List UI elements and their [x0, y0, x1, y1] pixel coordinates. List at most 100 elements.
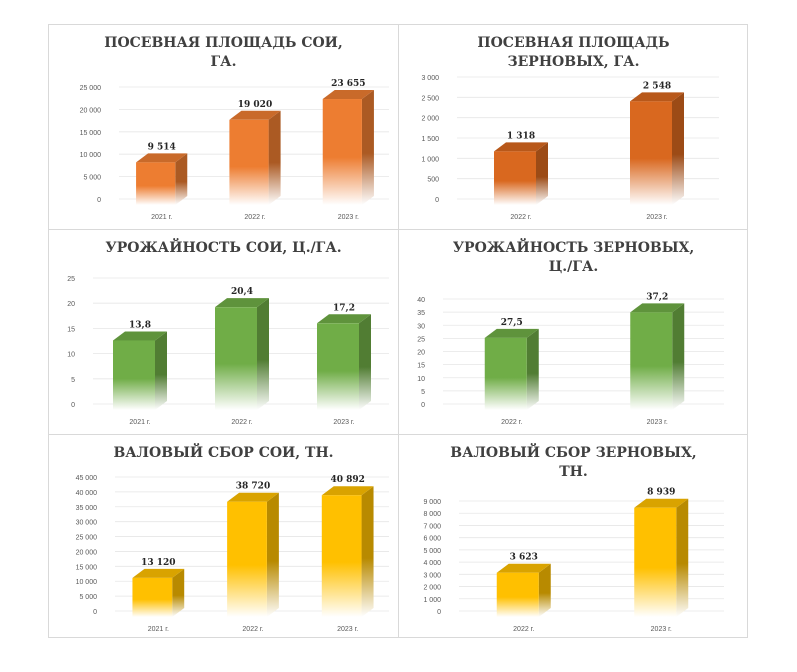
x-tick-label: 2022 г.: [244, 214, 265, 221]
data-label: 8 939: [647, 488, 675, 498]
bar-side: [538, 563, 551, 617]
y-tick-label: 5 000: [79, 594, 97, 601]
bar-top: [113, 331, 167, 341]
y-tick-label: 0: [437, 609, 441, 616]
bar-side: [266, 492, 279, 617]
data-label: 13,8: [129, 320, 151, 330]
bar: [227, 501, 267, 617]
chart-svg: ВАЛОВЫЙ СБОР СОИ, ТН. 0 5 000 10 000 15 000 2…: [76, 442, 389, 633]
x-tick-label: 2023 г.: [337, 626, 358, 633]
y-tick-label: 10: [67, 352, 75, 359]
bar: [229, 119, 269, 205]
chart-soy-gross-harvest: ВАЛОВЫЙ СБОР СОИ, ТН. 0 5 000 10 000 15 000 2…: [49, 435, 398, 639]
bar-top: [132, 568, 185, 578]
bar-side: [359, 314, 371, 410]
chart-grain-gross-harvest: ВАЛОВЫЙ СБОР ЗЕРНОВЫХ, ТН. 0 1 000 2 000 3 00…: [399, 435, 748, 639]
y-tick-label: 20: [417, 350, 425, 357]
y-tick-label: 5 000: [423, 548, 441, 555]
data-label: 40 892: [330, 475, 364, 485]
chart-svg: УРОЖАЙНОСТЬ СОИ, Ц./ГА. 0 5 10 15 20 25 13,8 202…: [67, 237, 389, 426]
y-tick-label: 2 500: [421, 95, 439, 102]
bar: [317, 323, 359, 410]
y-tick-label: 2 000: [423, 585, 441, 592]
y-tick-label: 7 000: [423, 523, 441, 530]
bar: [322, 99, 362, 205]
data-label: 13 120: [141, 558, 175, 568]
bar-side: [676, 498, 689, 617]
bar-top: [227, 492, 279, 502]
y-tick-label: 2 000: [421, 116, 439, 123]
bar-top: [317, 314, 371, 324]
y-tick-label: 9 000: [423, 499, 441, 506]
x-tick-label: 2022 г.: [510, 214, 531, 221]
data-label: 17,2: [333, 303, 355, 313]
y-tick-label: 35 000: [76, 505, 98, 512]
vertical-divider: [398, 25, 399, 637]
bar-top: [484, 328, 539, 338]
x-tick-label: 2022 г.: [513, 626, 534, 633]
x-tick-label: 2023 г.: [646, 214, 667, 221]
bar-side: [257, 298, 269, 410]
bar-top: [634, 498, 689, 508]
y-tick-label: 0: [97, 197, 101, 204]
bar: [630, 101, 672, 205]
chart-svg: ПОСЕВНАЯ ПЛОЩАДЬ ЗЕРНОВЫХ, ГА. 0 500 1 000 1 …: [421, 35, 719, 221]
y-tick-label: 15 000: [80, 130, 102, 137]
bar: [136, 162, 176, 205]
chart-title: ПОСЕВНАЯ ПЛОЩАДЬ СОИ,: [104, 35, 343, 51]
x-tick-label: 2023 г.: [647, 419, 668, 426]
bar-side: [172, 568, 185, 617]
chart-title: ТН.: [559, 464, 588, 480]
data-label: 38 720: [236, 482, 270, 492]
bar-top: [496, 563, 551, 573]
y-tick-label: 1 000: [423, 597, 441, 604]
bar: [630, 312, 673, 410]
chart-title: ГА.: [211, 54, 237, 70]
x-tick-label: 2022 г.: [501, 419, 522, 426]
data-label: 20,4: [231, 287, 253, 297]
x-tick-label: 2021 г.: [148, 626, 169, 633]
bar: [113, 340, 155, 410]
y-tick-label: 0: [71, 402, 75, 409]
y-tick-label: 10 000: [76, 579, 98, 586]
y-tick-label: 30 000: [76, 520, 98, 527]
y-tick-label: 45 000: [76, 475, 98, 482]
chart-title: ПОСЕВНАЯ ПЛОЩАДЬ: [477, 35, 669, 51]
chart-svg: ПОСЕВНАЯ ПЛОЩАДЬ СОИ, ГА. 0 5 000 10 000 15 0…: [80, 35, 389, 221]
horizontal-divider-2: [49, 434, 747, 435]
y-tick-label: 500: [427, 177, 439, 184]
chart-title: ВАЛОВЫЙ СБОР СОИ, ТН.: [113, 442, 333, 461]
bar-top: [321, 486, 374, 496]
x-tick-label: 2021 г.: [129, 419, 150, 426]
bar-side: [536, 142, 548, 205]
x-tick-label: 2023 г.: [333, 419, 354, 426]
chart-soy-sown-area: ПОСЕВНАЯ ПЛОЩАДЬ СОИ, ГА. 0 5 000 10 000 15 0…: [49, 25, 398, 229]
bar-side: [672, 303, 685, 410]
bar-side: [268, 110, 281, 205]
chart-title: ЗЕРНОВЫХ, ГА.: [508, 54, 640, 70]
y-tick-label: 40: [417, 297, 425, 304]
y-tick-label: 5: [71, 377, 75, 384]
y-tick-label: 5: [421, 389, 425, 396]
bar-side: [361, 486, 374, 617]
y-tick-label: 40 000: [76, 490, 98, 497]
data-label: 3 623: [510, 553, 538, 563]
bar-top: [136, 153, 188, 163]
y-tick-label: 1 000: [421, 156, 439, 163]
y-tick-label: 6 000: [423, 536, 441, 543]
chart-svg: ВАЛОВЫЙ СБОР ЗЕРНОВЫХ, ТН. 0 1 000 2 000 3 00…: [423, 442, 724, 633]
x-tick-label: 2023 г.: [651, 626, 672, 633]
bar-side: [175, 153, 188, 205]
data-label: 1 318: [507, 131, 535, 141]
data-label: 27,5: [501, 318, 523, 328]
chart-title: УРОЖАЙНОСТЬ СОИ, Ц./ГА.: [105, 237, 341, 256]
bar: [496, 572, 539, 617]
horizontal-divider-1: [49, 229, 747, 230]
bar-side: [361, 90, 374, 205]
chart-grain-sown-area: ПОСЕВНАЯ ПЛОЩАДЬ ЗЕРНОВЫХ, ГА. 0 500 1 000 1 …: [399, 25, 748, 229]
y-tick-label: 25: [417, 336, 425, 343]
y-tick-label: 4 000: [423, 560, 441, 567]
bar-top: [630, 92, 684, 102]
y-tick-label: 8 000: [423, 511, 441, 518]
chart-title: УРОЖАЙНОСТЬ ЗЕРНОВЫХ,: [453, 237, 695, 256]
